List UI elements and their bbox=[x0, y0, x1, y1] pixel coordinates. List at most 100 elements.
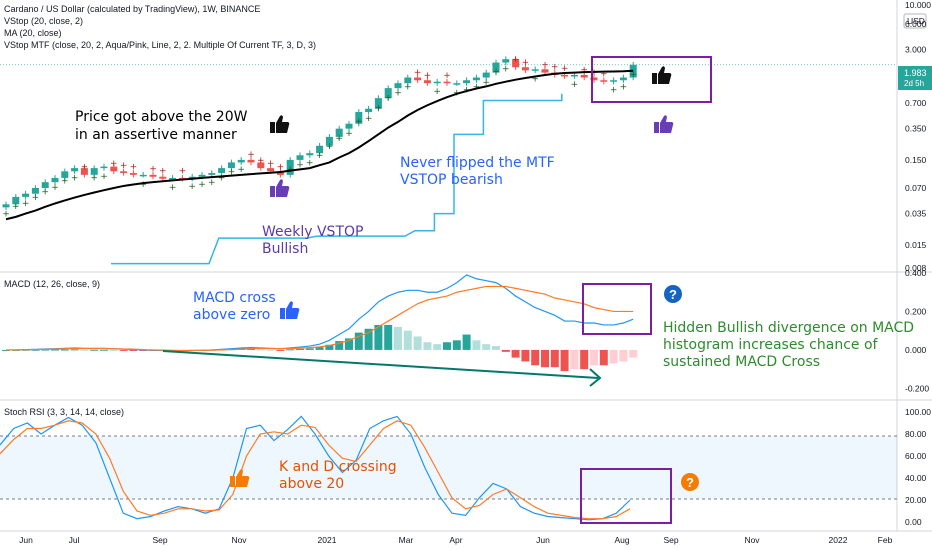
time-tick-label: Nov bbox=[744, 535, 760, 545]
macd-histogram-bar bbox=[296, 348, 304, 350]
candle-body bbox=[227, 162, 235, 169]
candle-body bbox=[198, 174, 206, 177]
candle-body bbox=[316, 145, 324, 154]
candle-body bbox=[482, 72, 490, 78]
macd-histogram-bar bbox=[129, 349, 138, 351]
macd-tick-label: -0.200 bbox=[905, 383, 929, 393]
macd-histogram-bar bbox=[560, 349, 569, 372]
vstop-marker: + bbox=[541, 60, 549, 70]
candle-body bbox=[325, 136, 333, 146]
annotation-hidden-div-1: Hidden Bullish divergence on MACD bbox=[663, 320, 914, 336]
macd-histogram-bar bbox=[325, 344, 334, 350]
vstop-marker: + bbox=[208, 178, 216, 188]
vstop-marker: + bbox=[316, 151, 324, 161]
macd-histogram-bar bbox=[482, 344, 491, 350]
time-tick-label: Jul bbox=[69, 535, 80, 545]
vstop-marker: + bbox=[531, 74, 539, 84]
candle-body bbox=[276, 171, 284, 175]
time-tick-label: Apr bbox=[449, 535, 462, 545]
vstop-marker: + bbox=[71, 173, 79, 183]
macd-histogram-bar bbox=[511, 349, 520, 358]
candle-body bbox=[463, 80, 471, 84]
candle-body bbox=[267, 168, 275, 172]
annotation-price-above-1: Price got above the 20W bbox=[75, 109, 248, 125]
vstop-marker: + bbox=[2, 209, 10, 219]
candle-body bbox=[257, 162, 265, 169]
last-price-value: 1.983 bbox=[904, 68, 927, 78]
stoch-d-line bbox=[0, 420, 631, 520]
annotation-kd-cross-2: above 20 bbox=[279, 476, 344, 492]
candle-body bbox=[31, 188, 39, 194]
macd-histogram-bar bbox=[364, 328, 373, 350]
candle-body bbox=[110, 166, 118, 172]
vstop-marker: + bbox=[32, 193, 40, 203]
price-tick-label: 0.070 bbox=[905, 183, 927, 193]
vstop-marker: + bbox=[228, 168, 236, 178]
macd-histogram-bar bbox=[70, 349, 79, 351]
bar-countdown: 2d 5h bbox=[904, 79, 924, 88]
annotation-never-flipped-1: Never flipped the MTF bbox=[400, 155, 555, 171]
vstop-marker: + bbox=[149, 165, 157, 175]
svg-text:?: ? bbox=[669, 287, 677, 302]
macd-histogram-bar bbox=[276, 349, 285, 351]
vstop-marker: + bbox=[90, 173, 98, 183]
candle-body bbox=[531, 69, 539, 71]
thumbs-up-icon bbox=[654, 115, 674, 133]
vstop-marker: + bbox=[81, 163, 89, 173]
macd-histogram-bar bbox=[492, 346, 500, 350]
candle-body bbox=[541, 69, 549, 73]
time-tick-label: 2022 bbox=[829, 535, 848, 545]
macd-highlight-box bbox=[582, 283, 652, 335]
vstop-marker: + bbox=[179, 167, 187, 177]
vstop-mtf-line bbox=[111, 93, 563, 265]
macd-histogram-bar bbox=[462, 334, 471, 350]
vstop-marker: + bbox=[296, 160, 304, 170]
candle-body bbox=[286, 159, 294, 175]
candle-body bbox=[218, 168, 226, 174]
candle-body bbox=[345, 123, 353, 129]
macd-histogram-bar bbox=[109, 349, 118, 351]
candle-body bbox=[384, 88, 392, 99]
vstop-marker: + bbox=[100, 172, 108, 182]
divergence-arrow-line bbox=[162, 350, 599, 379]
vstop-marker: + bbox=[12, 202, 20, 212]
stoch-pane-label: Stoch RSI (3, 3, 14, 14, close) bbox=[4, 407, 124, 417]
time-tick-label: 2021 bbox=[318, 535, 337, 545]
macd-histogram-bar bbox=[443, 342, 451, 350]
vstop-marker: + bbox=[424, 71, 432, 81]
macd-histogram-bar bbox=[354, 332, 363, 350]
thumbs-up-icon bbox=[230, 469, 250, 487]
candle-body bbox=[247, 159, 255, 163]
vstop-marker: + bbox=[198, 180, 206, 190]
macd-histogram-bar bbox=[80, 349, 89, 351]
macd-histogram-bar bbox=[570, 349, 579, 370]
candle-body bbox=[90, 168, 98, 175]
macd-histogram-bar bbox=[599, 349, 608, 366]
candle-body bbox=[237, 159, 245, 163]
last-price-badge bbox=[898, 66, 932, 90]
candle-body bbox=[561, 74, 569, 77]
candle-body bbox=[443, 81, 451, 84]
stoch-tick-label: 60.00 bbox=[905, 451, 927, 461]
candle-body bbox=[355, 111, 363, 124]
vstop-marker: + bbox=[414, 68, 422, 78]
vstop-marker: + bbox=[492, 68, 500, 78]
candle-body bbox=[502, 59, 510, 63]
vstop-marker: + bbox=[620, 83, 628, 93]
time-tick-label: Sep bbox=[663, 535, 678, 545]
macd-histogram-bar bbox=[256, 349, 265, 351]
annotation-macd-cross-2: above zero bbox=[193, 307, 270, 323]
price-tick-label: 6.000 bbox=[905, 19, 927, 29]
vstop-marker: + bbox=[188, 182, 196, 192]
annotation-hidden-div-3: sustained MACD Cross bbox=[663, 354, 820, 370]
macd-histogram-bar bbox=[423, 342, 432, 350]
macd-histogram-bar bbox=[590, 349, 598, 366]
vstop-marker: + bbox=[433, 87, 441, 97]
vstop-marker: + bbox=[326, 142, 334, 152]
currency-badge[interactable] bbox=[903, 13, 927, 29]
vstop-marker: + bbox=[512, 55, 520, 65]
macd-histogram-bar bbox=[619, 349, 628, 362]
candle-body bbox=[169, 177, 177, 180]
candle-body bbox=[580, 74, 588, 78]
